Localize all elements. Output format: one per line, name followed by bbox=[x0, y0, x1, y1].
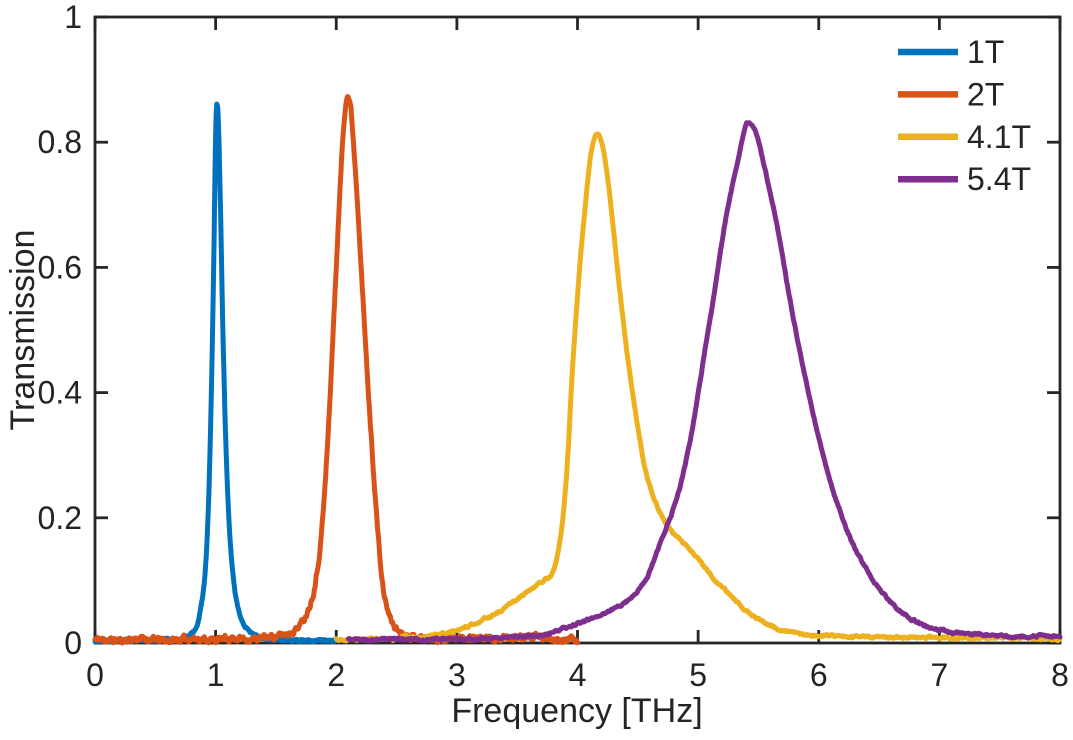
legend-item-label: 1T bbox=[967, 34, 1004, 70]
legend-item-2t: 2T bbox=[898, 76, 1004, 112]
legend-item-label: 2T bbox=[967, 76, 1004, 112]
y-tick-label: 0.2 bbox=[38, 500, 82, 536]
legend-item-label: 4.1T bbox=[967, 119, 1031, 155]
x-tick-label: 6 bbox=[810, 657, 828, 693]
series-line-1t bbox=[92, 101, 339, 645]
x-tick-label: 4 bbox=[569, 657, 587, 693]
x-tick-label: 2 bbox=[327, 657, 345, 693]
x-axis-label: Frequency [THz] bbox=[451, 692, 702, 730]
legend-item-4-1t: 4.1T bbox=[898, 119, 1031, 155]
x-tick-label: 3 bbox=[448, 657, 466, 693]
y-tick-label: 0.6 bbox=[38, 249, 82, 285]
y-tick-label: 0.8 bbox=[38, 124, 82, 160]
y-tick-label: 0 bbox=[64, 625, 82, 661]
x-tick-label: 1 bbox=[207, 657, 225, 693]
y-tick-label: 1 bbox=[64, 0, 82, 35]
x-tick-label: 5 bbox=[689, 657, 707, 693]
series-line-4-1t bbox=[333, 131, 1063, 644]
x-tick-label: 8 bbox=[1051, 657, 1069, 693]
series-line-2t bbox=[92, 94, 580, 646]
y-tick-label: 0.4 bbox=[38, 375, 82, 411]
axes: 0 1 2 3 4 5 6 7 8 0 0.2 0.4 0.6 0.8 1 bbox=[38, 0, 1069, 693]
legend-item-label: 5.4T bbox=[967, 161, 1031, 197]
y-axis-label: Transmission bbox=[4, 230, 42, 431]
legend-item-1t: 1T bbox=[898, 34, 1004, 70]
legend-item-5-4t: 5.4T bbox=[898, 161, 1031, 197]
x-tick-label: 0 bbox=[86, 657, 104, 693]
x-tick-label: 7 bbox=[930, 657, 948, 693]
legend: 1T 2T 4.1T 5.4T bbox=[898, 34, 1031, 197]
series-lines bbox=[92, 94, 1063, 646]
series-line-5-4t bbox=[345, 120, 1063, 644]
